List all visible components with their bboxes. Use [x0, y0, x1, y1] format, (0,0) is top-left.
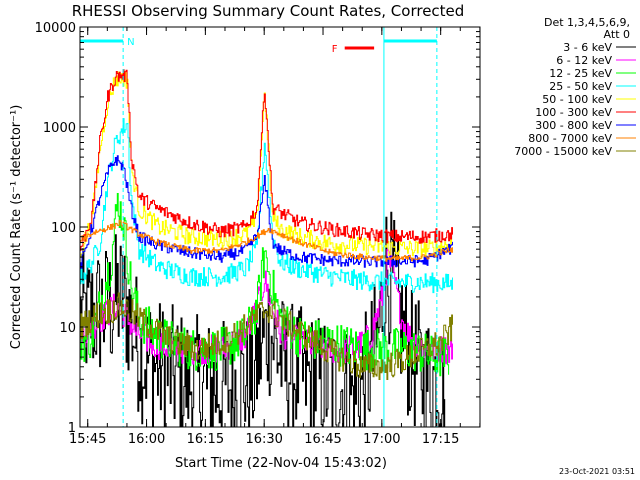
flare-flag-label: F: [332, 44, 338, 55]
chart-marks: [80, 27, 453, 427]
y-tick-label-4: 10000: [35, 21, 76, 36]
y-tick-label-1: 10: [59, 321, 76, 336]
legend-entry-label-0: 3 - 6 keV: [563, 41, 612, 54]
series-line-5: [80, 69, 453, 251]
x-tick-label-0: 15:45: [69, 432, 106, 447]
chart-axes: N F 1 10 100 1000 10000 15:45 16:00 16:15 16:30 16:…: [35, 21, 481, 447]
x-axis-label: Start Time (22-Nov-04 15:43:02): [175, 456, 387, 471]
legend-header-0: Det 1,3,4,5,6,9,: [544, 16, 630, 29]
y-tick-label-0: 1: [68, 421, 76, 436]
y-tick-label-3: 1000: [43, 121, 76, 136]
legend-entry-label-1: 6 - 12 keV: [556, 54, 612, 67]
footer-date: 23-Oct-2021 03:51: [559, 467, 635, 476]
x-tick-label-2: 16:15: [187, 432, 224, 447]
legend-entry-label-8: 7000 - 15000 keV: [514, 145, 612, 158]
legend-entry-label-6: 300 - 800 keV: [535, 119, 612, 132]
series-line-8: [80, 292, 453, 380]
x-tick-label-4: 16:45: [304, 432, 341, 447]
legend-entry-label-7: 800 - 7000 keV: [528, 132, 612, 145]
series-line-7: [80, 219, 453, 262]
y-axis-label: Corrected Count Rate (s⁻¹ detector⁻¹): [9, 105, 24, 350]
chart-title: RHESSI Observing Summary Count Rates, Co…: [72, 2, 465, 20]
legend-entry-label-4: 50 - 100 keV: [542, 93, 612, 106]
y-tick-label-2: 100: [51, 221, 76, 236]
x-tick-label-6: 17:15: [422, 432, 459, 447]
legend-entry-label-3: 25 - 50 keV: [549, 80, 612, 93]
x-tick-label-3: 16:30: [245, 432, 282, 447]
legend-entry-label-2: 12 - 25 keV: [549, 67, 612, 80]
x-tick-label-5: 17:00: [363, 432, 400, 447]
series-line-6: [80, 155, 453, 269]
attenuator-label: N: [127, 37, 134, 48]
series-line-3: [80, 118, 453, 294]
x-tick-label-1: 16:00: [128, 432, 165, 447]
legend-entry-label-5: 100 - 300 keV: [535, 106, 612, 119]
legend-header-1: Att 0: [604, 28, 630, 41]
